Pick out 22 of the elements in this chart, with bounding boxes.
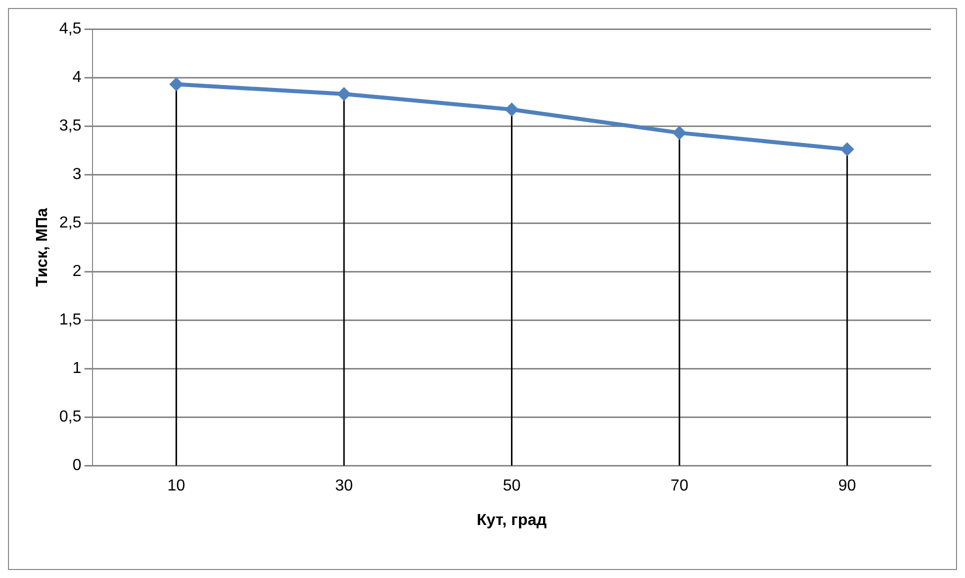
y-axis-title: Тиск, МПа xyxy=(34,208,52,287)
point xyxy=(672,126,686,140)
y-tick-label: 3 xyxy=(72,166,82,183)
y-tick-label: 0,5 xyxy=(59,408,82,426)
x-tick-label: 90 xyxy=(838,478,856,495)
y-tick-label: 2,5 xyxy=(59,214,82,232)
x-tick-label: 30 xyxy=(335,478,354,495)
y-tick-label: 1 xyxy=(72,360,82,377)
y-tick-label: 4 xyxy=(72,68,82,86)
point xyxy=(504,102,519,117)
y-tick-label: 3,5 xyxy=(59,117,82,134)
y-tick-label: 4,5 xyxy=(59,20,82,38)
point xyxy=(840,142,854,156)
point xyxy=(169,77,184,92)
y-tick-label: 2 xyxy=(72,262,82,280)
x-tick-label: 50 xyxy=(502,478,521,495)
x-tick-label: 10 xyxy=(167,478,186,495)
x-tick-label: 70 xyxy=(670,478,688,495)
y-tick-label: 0 xyxy=(72,457,82,474)
y-tick-label: 1,5 xyxy=(59,311,82,328)
point xyxy=(337,87,352,102)
x-axis-title: Кут, град xyxy=(476,512,547,529)
